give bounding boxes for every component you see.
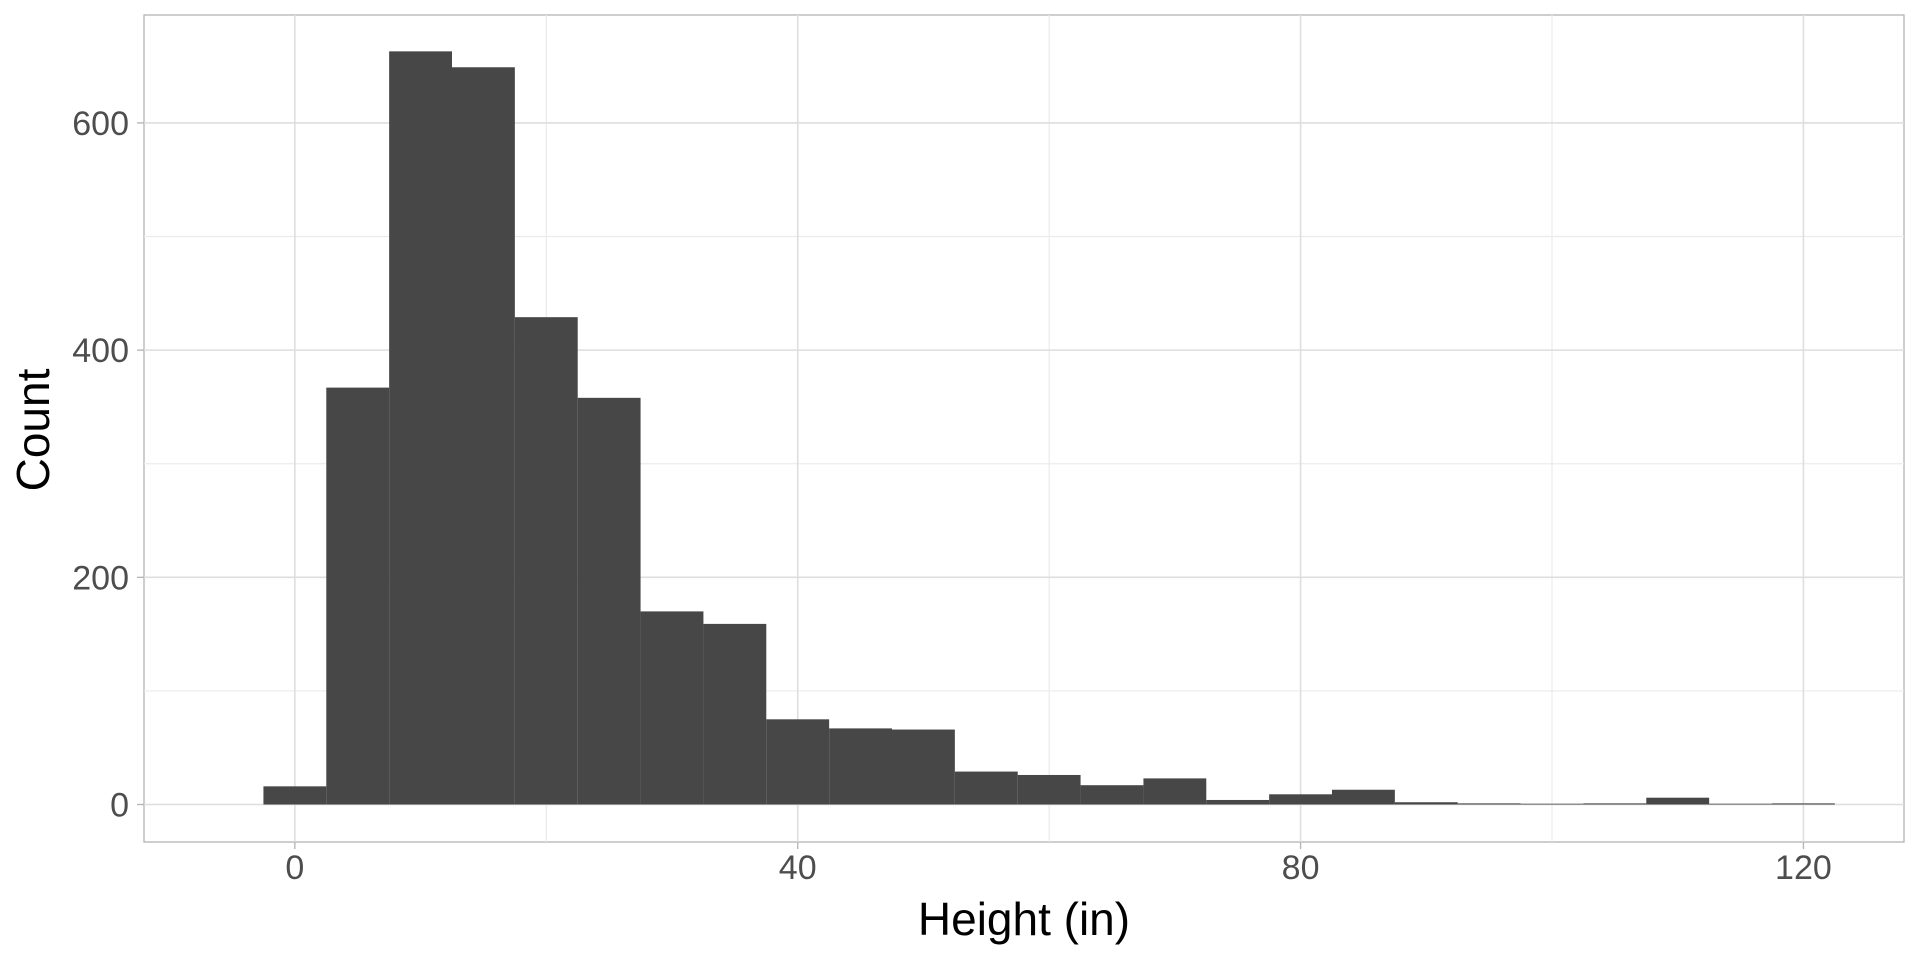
histogram-bar xyxy=(1457,803,1521,805)
y-tick-label: 200 xyxy=(72,559,129,597)
histogram-bar xyxy=(954,771,1018,805)
histogram-bar xyxy=(892,729,955,805)
histogram-bar xyxy=(1709,803,1772,805)
histogram-bar xyxy=(1583,803,1647,805)
histogram-bar xyxy=(1080,785,1144,805)
histogram-bar xyxy=(514,317,578,805)
histogram-bar xyxy=(1646,797,1710,805)
histogram-bar xyxy=(1206,799,1270,805)
histogram-bar xyxy=(1017,774,1081,805)
x-tick-label: 40 xyxy=(779,849,817,887)
histogram-bar xyxy=(452,67,515,805)
histogram-bar xyxy=(1520,803,1584,805)
histogram-bar xyxy=(326,387,390,805)
y-tick-label: 600 xyxy=(72,105,129,143)
histogram-bar xyxy=(389,51,452,805)
y-axis-label: Count xyxy=(7,368,59,491)
histogram-bar xyxy=(1332,789,1395,805)
histogram-bar xyxy=(1394,802,1458,805)
histogram-bar xyxy=(766,719,830,805)
tick-labels: 0 40 80 120 0 200 400 600 xyxy=(72,105,1832,887)
histogram-bar xyxy=(577,397,641,805)
histogram-bar xyxy=(829,728,892,805)
histogram-bar xyxy=(1269,794,1332,805)
histogram-bar xyxy=(640,611,704,805)
x-axis-label: Height (in) xyxy=(918,893,1130,945)
y-tick-label: 0 xyxy=(110,787,129,825)
y-tick-label: 400 xyxy=(72,332,129,370)
x-tick-label: 120 xyxy=(1775,849,1832,887)
bars xyxy=(263,51,1835,805)
x-tick-label: 0 xyxy=(285,849,304,887)
histogram-bar xyxy=(1772,803,1835,805)
histogram-bar xyxy=(263,786,327,805)
x-tick-label: 80 xyxy=(1282,849,1320,887)
histogram-bar xyxy=(703,623,767,805)
histogram-bar xyxy=(1143,778,1207,805)
